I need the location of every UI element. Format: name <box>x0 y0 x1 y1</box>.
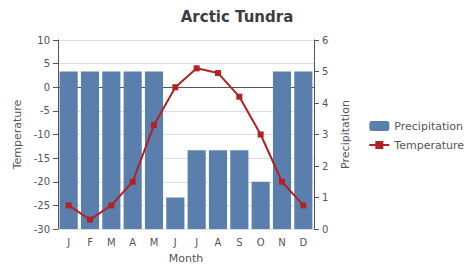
svg-text:Precipitation: Precipitation <box>394 120 463 133</box>
svg-text:2: 2 <box>322 161 328 172</box>
svg-text:-30: -30 <box>34 224 50 235</box>
svg-text:-25: -25 <box>34 200 50 211</box>
svg-text:Temperature: Temperature <box>11 99 24 170</box>
svg-text:6: 6 <box>322 35 328 46</box>
svg-text:M: M <box>150 237 159 248</box>
svg-text:D: D <box>299 237 307 248</box>
svg-text:A: A <box>129 237 136 248</box>
svg-text:-15: -15 <box>34 153 50 164</box>
svg-text:J: J <box>66 237 70 248</box>
svg-text:-20: -20 <box>34 176 50 187</box>
svg-text:J: J <box>194 237 198 248</box>
svg-text:J: J <box>173 237 177 248</box>
svg-text:0: 0 <box>44 82 50 93</box>
svg-text:4: 4 <box>322 98 328 109</box>
svg-text:-10: -10 <box>34 129 50 140</box>
svg-text:Precipitation: Precipitation <box>339 100 352 169</box>
svg-text:1: 1 <box>322 192 328 203</box>
svg-text:F: F <box>87 237 93 248</box>
svg-text:-5: -5 <box>40 105 50 116</box>
svg-text:O: O <box>257 237 265 248</box>
svg-text:A: A <box>215 237 222 248</box>
svg-text:5: 5 <box>44 58 50 69</box>
svg-text:3: 3 <box>322 129 328 140</box>
svg-text:5: 5 <box>322 66 328 77</box>
svg-text:0: 0 <box>322 224 328 235</box>
svg-text:Temperature: Temperature <box>393 139 464 152</box>
svg-text:M: M <box>107 237 116 248</box>
svg-text:Month: Month <box>169 252 204 265</box>
svg-text:S: S <box>236 237 242 248</box>
svg-text:10: 10 <box>37 35 50 46</box>
svg-text:Arctic Tundra: Arctic Tundra <box>181 8 294 26</box>
svg-text:N: N <box>278 237 285 248</box>
